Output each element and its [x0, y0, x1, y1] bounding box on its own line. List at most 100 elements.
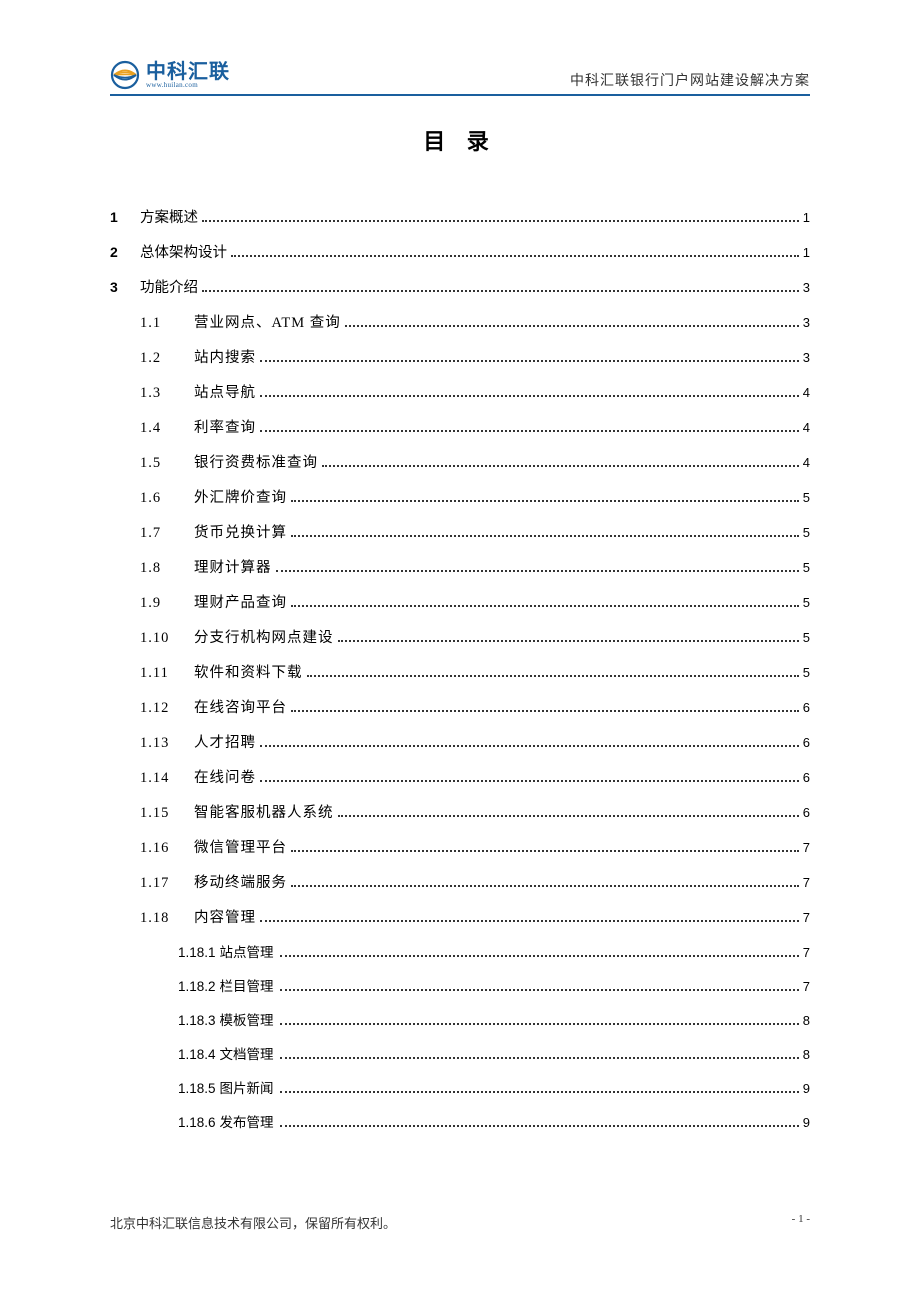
toc-page: 7 — [803, 945, 810, 960]
toc-label: 图片新闻 — [220, 1077, 274, 1097]
toc-leader — [291, 500, 799, 502]
toc-page: 5 — [803, 665, 810, 680]
toc-leader — [231, 255, 799, 257]
toc-leader — [280, 1125, 799, 1127]
toc-label: 功能介绍 — [140, 276, 198, 297]
toc-label: 外汇牌价查询 — [194, 486, 287, 507]
toc-num: 1.18.1 — [178, 945, 216, 960]
toc-page: 7 — [803, 875, 810, 890]
toc-entry-l2: 1.18内容管理7 — [110, 906, 810, 927]
toc-label: 软件和资料下载 — [194, 661, 303, 682]
toc-page: 5 — [803, 595, 810, 610]
toc-num: 1.16 — [140, 840, 194, 857]
toc-num: 1.1 — [140, 315, 194, 332]
toc-page: 4 — [803, 420, 810, 435]
toc-label: 栏目管理 — [220, 975, 274, 995]
toc-entry-l2: 1.17移动终端服务 7 — [110, 871, 810, 892]
toc-page: 9 — [803, 1081, 810, 1096]
toc-leader — [291, 710, 799, 712]
toc-page: 4 — [803, 385, 810, 400]
toc-label: 理财产品查询 — [194, 591, 287, 612]
toc-entry-l2: 1.1营业网点、ATM 查询 3 — [110, 311, 810, 332]
toc-num: 1.10 — [140, 630, 194, 647]
document-title: 中科汇联银行门户网站建设解决方案 — [570, 70, 810, 90]
toc-page: 1 — [803, 210, 810, 225]
toc-label: 银行资费标准查询 — [194, 451, 318, 472]
toc-label: 在线问卷 — [194, 766, 256, 787]
toc-entry-l2: 1.12在线咨询平台6 — [110, 696, 810, 717]
toc-label: 方案概述 — [140, 206, 198, 227]
header: 中科汇联 www.huilan.com 中科汇联银行门户网站建设解决方案 — [110, 60, 810, 96]
toc-page: 5 — [803, 630, 810, 645]
toc-leader — [276, 570, 799, 572]
toc-leader — [322, 465, 799, 467]
toc-entry-l2: 1.4利率查询4 — [110, 416, 810, 437]
toc-leader — [260, 430, 799, 432]
toc-label: 理财计算器 — [194, 556, 272, 577]
toc-label: 站点导航 — [194, 381, 256, 402]
toc-num: 1.2 — [140, 350, 194, 367]
toc-page: 3 — [803, 280, 810, 295]
toc-num: 1.18.5 — [178, 1081, 216, 1096]
toc-entry-l2: 1.8理财计算器5 — [110, 556, 810, 577]
logo-url: www.huilan.com — [146, 82, 230, 89]
toc-leader — [280, 1091, 799, 1093]
toc-label: 货币兑换计算 — [194, 521, 287, 542]
toc-label: 营业网点、ATM 查询 — [194, 311, 341, 332]
toc-page: 6 — [803, 700, 810, 715]
toc-entry-l2: 1.3站点导航4 — [110, 381, 810, 402]
toc-entry-l3: 1.18.3模板管理8 — [110, 1009, 810, 1029]
toc-num: 1.5 — [140, 455, 194, 472]
toc-page: 3 — [803, 315, 810, 330]
toc-entry-l2: 1.2站内搜索3 — [110, 346, 810, 367]
logo-icon — [110, 60, 140, 90]
toc-label: 在线咨询平台 — [194, 696, 287, 717]
toc-page: 8 — [803, 1013, 810, 1028]
toc-page: 4 — [803, 455, 810, 470]
toc-leader — [291, 885, 799, 887]
toc-page: 6 — [803, 805, 810, 820]
toc-entry-l3: 1.18.4文档管理8 — [110, 1043, 810, 1063]
toc-page: 6 — [803, 735, 810, 750]
toc-page: 7 — [803, 979, 810, 994]
toc-entry-l1: 1 方案概述 1 — [110, 206, 810, 227]
toc-entry-l2: 1.9理财产品查询 5 — [110, 591, 810, 612]
toc-entry-l2: 1.13人才招聘6 — [110, 731, 810, 752]
toc-label: 模板管理 — [220, 1009, 274, 1029]
toc-page: 7 — [803, 910, 810, 925]
logo-cn: 中科汇联 — [146, 62, 230, 82]
toc-entry-l3: 1.18.2栏目管理7 — [110, 975, 810, 995]
toc-page: 5 — [803, 490, 810, 505]
toc-leader — [338, 815, 799, 817]
toc-label: 总体架构设计 — [140, 241, 227, 262]
toc-leader — [338, 640, 799, 642]
toc-num: 1.17 — [140, 875, 194, 892]
toc-num: 2 — [110, 244, 140, 260]
toc-heading: 目 录 — [110, 124, 810, 156]
toc-page: 1 — [803, 245, 810, 260]
toc-leader — [202, 290, 799, 292]
toc-label: 移动终端服务 — [194, 871, 287, 892]
toc-label: 站内搜索 — [194, 346, 256, 367]
toc-entry-l2: 1.14在线问卷6 — [110, 766, 810, 787]
toc-num: 1.4 — [140, 420, 194, 437]
toc-leader — [307, 675, 799, 677]
toc-num: 1.9 — [140, 595, 194, 612]
toc-num: 1.15 — [140, 805, 194, 822]
toc-entry-l2: 1.16微信管理平台7 — [110, 836, 810, 857]
toc-num: 1.18.6 — [178, 1115, 216, 1130]
toc-num: 1.8 — [140, 560, 194, 577]
toc-leader — [260, 920, 799, 922]
toc-leader — [260, 395, 799, 397]
toc-label: 文档管理 — [220, 1043, 274, 1063]
toc-label: 发布管理 — [220, 1111, 274, 1131]
toc-entry-l3: 1.18.1站点管理7 — [110, 941, 810, 961]
logo-text: 中科汇联 www.huilan.com — [146, 62, 230, 89]
toc-leader — [260, 360, 799, 362]
page-container: 中科汇联 www.huilan.com 中科汇联银行门户网站建设解决方案 目 录… — [0, 0, 920, 1302]
toc-leader — [260, 780, 799, 782]
toc-page: 6 — [803, 770, 810, 785]
toc-entry-l2: 1.7货币兑换计算5 — [110, 521, 810, 542]
toc-label: 分支行机构网点建设 — [194, 626, 334, 647]
toc-label: 微信管理平台 — [194, 836, 287, 857]
